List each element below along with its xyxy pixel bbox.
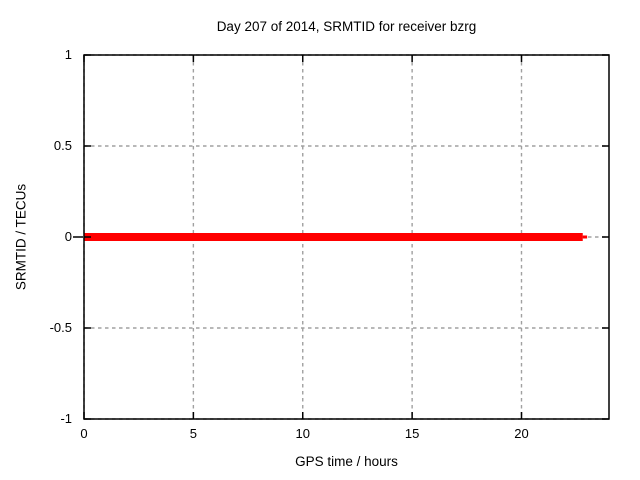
- y-tick-label: 0: [64, 229, 72, 244]
- x-tick-label: 10: [295, 426, 310, 441]
- y-tick-label: 0.5: [53, 138, 72, 153]
- x-axis-label: GPS time / hours: [295, 454, 398, 469]
- y-axis-label: SRMTID / TECUs: [13, 183, 29, 291]
- x-tick-label: 15: [404, 426, 420, 441]
- y-tick-label: 1: [64, 47, 72, 62]
- y-tick-label: -0.5: [49, 320, 72, 335]
- y-tick-label: -1: [60, 411, 72, 426]
- x-tick-label: 20: [514, 426, 529, 441]
- chart-title: Day 207 of 2014, SRMTID for receiver bzr…: [216, 19, 477, 34]
- plot-border: [83, 54, 610, 420]
- x-tick-label: 0: [80, 426, 88, 441]
- x-tick-label: 5: [189, 426, 197, 441]
